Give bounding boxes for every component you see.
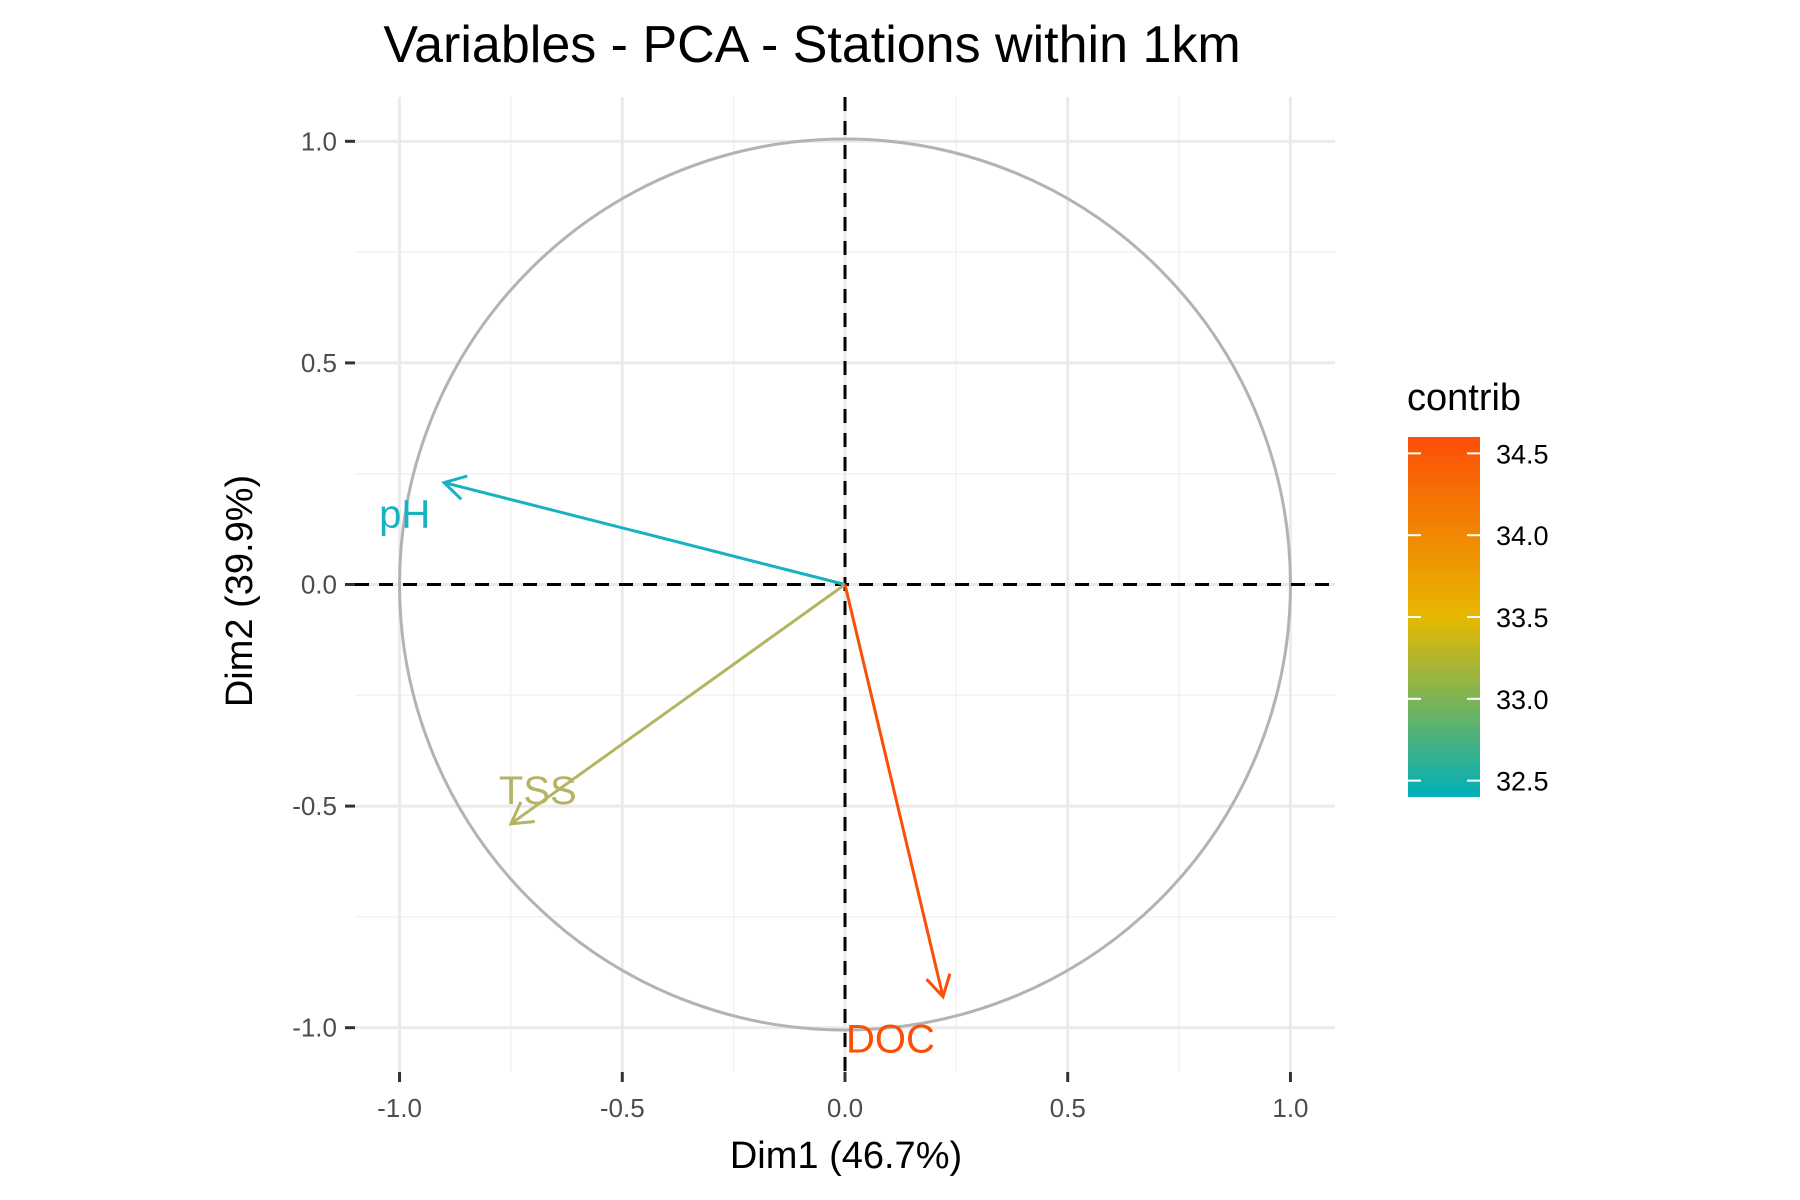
y-tick-label: 0.0 (301, 570, 337, 600)
legend-tick-label: 34.5 (1496, 439, 1549, 469)
x-tick-label: 1.0 (1272, 1093, 1308, 1123)
x-tick-label: -1.0 (377, 1093, 422, 1123)
y-tick-label: -1.0 (292, 1013, 337, 1043)
y-tick-label: -0.5 (292, 791, 337, 821)
correlation-circle-layer (398, 137, 1292, 1032)
variable-label-ph: pH (379, 493, 430, 537)
variable-arrows: pH TSS DOC (379, 474, 952, 1062)
y-axis: -1.0 -0.5 0.0 0.5 1.0 (292, 126, 355, 1043)
arrowhead-tss (508, 801, 535, 826)
legend-tick-label: 34.0 (1496, 521, 1549, 551)
variable-label-tss: TSS (499, 769, 577, 813)
legend-tick-label: 33.5 (1496, 603, 1549, 633)
x-axis: -1.0 -0.5 0.0 0.5 1.0 (377, 1072, 1309, 1123)
x-tick-label: 0.5 (1050, 1093, 1086, 1123)
legend-title: contrib (1407, 377, 1521, 419)
arrowhead-doc (925, 973, 952, 1000)
correlation-circle (398, 137, 1292, 1032)
legend-ticks: 32.5 33.0 33.5 34.0 34.5 (1408, 439, 1549, 797)
chart-title: Variables - PCA - Stations within 1km (383, 16, 1240, 74)
variable-label-doc: DOC (846, 1018, 935, 1062)
y-axis-title: Dim2 (39.9%) (219, 475, 261, 707)
arrow-doc (843, 584, 945, 998)
y-tick-label: 0.5 (301, 348, 337, 378)
arrow-tss (510, 583, 846, 826)
legend-tick-label: 32.5 (1496, 767, 1549, 797)
arrowhead-ph (441, 474, 468, 501)
x-tick-label: 0.0 (827, 1093, 863, 1123)
arrow-ph (443, 481, 846, 586)
legend: contrib 32.5 33.0 33.5 34.0 34.5 (1407, 377, 1549, 797)
x-tick-label: -0.5 (600, 1093, 645, 1123)
legend-tick-label: 33.0 (1496, 685, 1549, 715)
y-tick-label: 1.0 (301, 126, 337, 156)
x-axis-title: Dim1 (46.7%) (730, 1135, 962, 1177)
